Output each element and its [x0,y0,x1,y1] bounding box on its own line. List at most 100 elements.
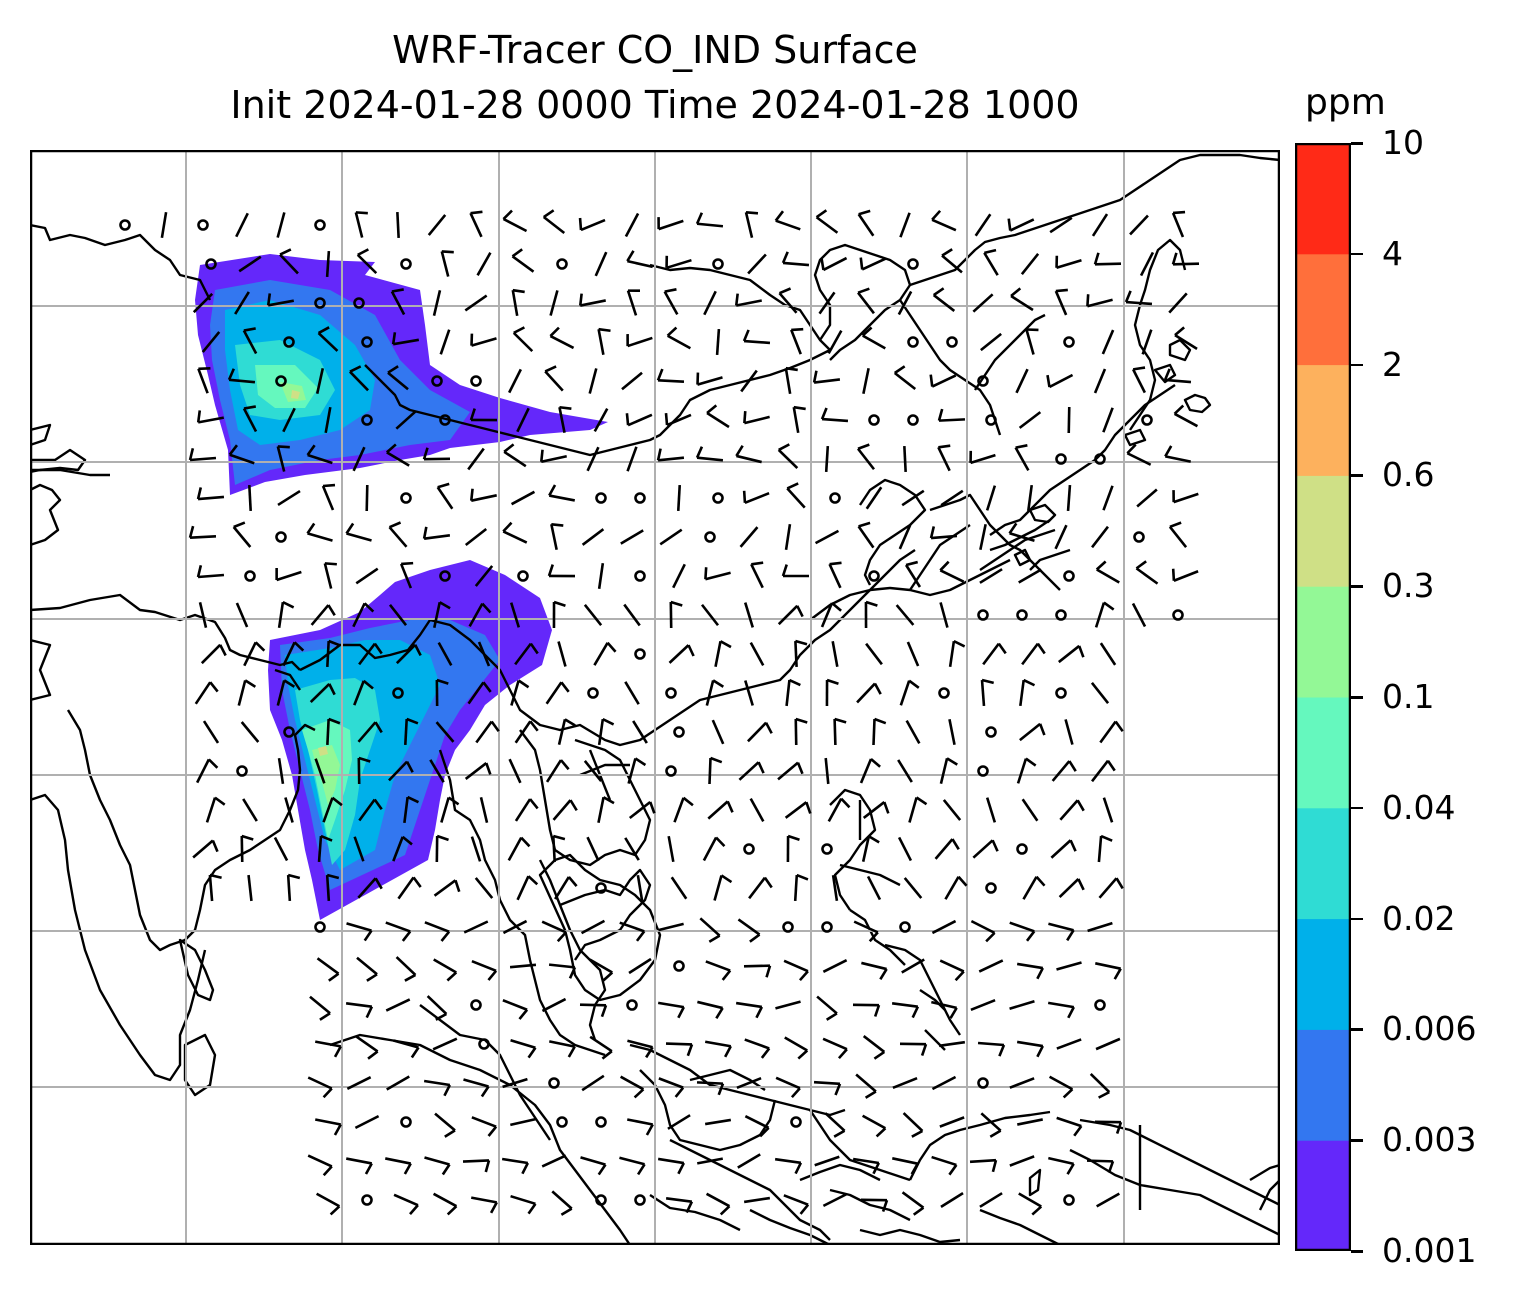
wind-barb [388,603,408,627]
wind-barb [814,1155,840,1167]
wind-barb [857,521,875,549]
wind-barb [786,834,800,863]
wind-barb [742,329,771,345]
wind-barb [1014,444,1030,471]
calm-wind-circle [946,336,958,348]
wind-barb [477,641,491,667]
wind-barb [666,326,692,350]
wind-barb [393,1193,419,1216]
wind-barb [1016,962,1044,980]
calm-wind-circle [275,375,287,387]
wind-barb [985,797,997,823]
wind-barb [464,762,492,780]
calm-wind-circle [595,1116,607,1128]
wind-barb [815,209,839,234]
wind-barb [827,330,843,354]
wind-barb [707,800,734,820]
wind-barb [463,920,489,934]
calm-wind-circle [977,609,989,621]
colorbar-tick-label: 0.001 [1382,1231,1477,1270]
wind-barb [510,679,530,706]
wind-barb [785,678,801,707]
wind-barb [597,796,615,824]
wind-barb [978,959,1004,973]
wind-barb [942,799,962,821]
wind-barb [435,834,449,863]
wind-barb [979,524,987,550]
wind-barb [972,839,999,859]
wind-barb [893,365,917,391]
colorbar [1295,143,1351,1251]
wind-barb [1007,218,1035,232]
wind-barb [160,211,168,239]
wind-barb [860,1198,889,1212]
wind-barb [1135,560,1159,585]
wind-barb [547,564,576,578]
calm-wind-circle [392,687,404,699]
wind-barb [702,836,726,862]
calm-wind-circle [1094,453,1106,465]
wind-barb [713,874,733,901]
wind-barb [1173,404,1199,428]
wind-barb [1019,678,1036,707]
wind-barb [628,800,656,820]
calm-wind-circle [1055,687,1067,699]
wind-barb [1009,1155,1035,1167]
wind-barb [208,873,222,902]
wind-barb [668,644,695,664]
calm-wind-circle [400,492,412,504]
wind-barb [365,484,369,512]
wind-barb [667,835,675,863]
wind-barb [326,717,341,746]
calm-wind-circle [673,726,685,738]
wind-barb [1051,760,1077,782]
wind-barb [822,959,848,973]
wind-barb [392,835,413,862]
calm-wind-circle [361,336,373,348]
wind-barb [983,248,999,276]
wind-barb [464,294,488,312]
wind-barb [903,445,907,473]
wind-barb [353,836,365,862]
wind-barb [619,921,646,942]
wind-barb [310,604,336,626]
wind-barb [434,1112,456,1138]
wind-barb [597,327,611,356]
wind-barb [1009,921,1036,942]
calm-wind-circle [595,1194,607,1206]
wind-barb [1164,445,1191,463]
wind-barb [669,600,683,629]
wind-barb [621,371,643,391]
wind-barb [1009,1077,1035,1089]
wind-barb [783,959,809,982]
wind-barb [352,602,375,628]
wind-barb [242,327,258,355]
wind-barb [326,639,341,668]
wind-barb [899,679,920,706]
wind-barb [827,797,851,823]
colorbar-tick-label: 0.02 [1382,898,1456,938]
wind-barb [1018,411,1042,429]
calm-wind-circle [1055,609,1067,621]
wind-barb [597,717,615,746]
wind-barb [663,288,679,315]
wind-barb [670,876,688,900]
wind-barb [322,796,343,823]
wind-barb [201,331,221,353]
wind-barb [510,1038,537,1059]
wind-barb [628,957,652,975]
wind-barb [554,876,578,900]
wind-barb [777,761,804,781]
map-title-line-2: Init 2024-01-28 0000 Time 2024-01-28 100… [230,83,1080,127]
map-border [30,150,1280,1245]
wind-barb [696,1081,725,1096]
wind-barb [824,757,830,785]
wind-barb [794,639,808,668]
wind-barb [1087,921,1113,933]
calm-wind-circle [1172,609,1184,621]
wind-barb [898,524,912,550]
calm-wind-circle [1055,453,1067,465]
wind-barb [511,288,525,317]
wind-barb [737,918,761,943]
wind-barb [325,250,331,278]
